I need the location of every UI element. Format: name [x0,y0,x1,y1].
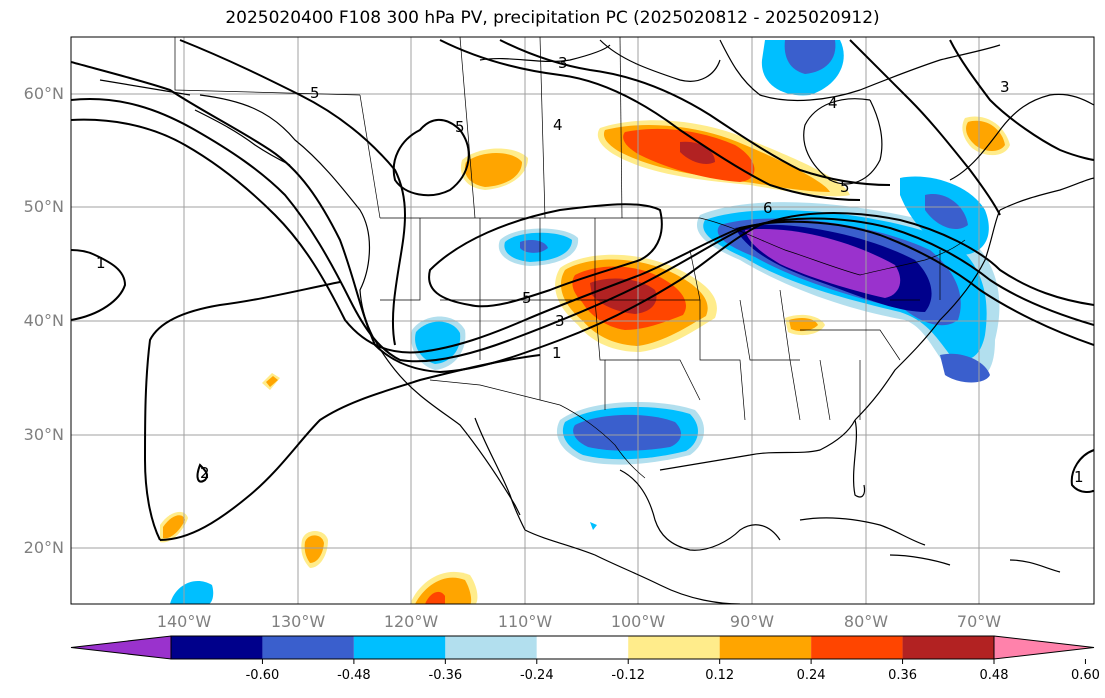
lat-label-40: 40°N [24,311,64,330]
colorbar-bin [628,636,720,659]
pv-label: 6 [763,199,773,217]
colorbar-tick-label: 0.60 [1071,668,1100,683]
pv-label: 3 [555,312,565,330]
pv-label: 5 [455,118,465,136]
colorbar-bin [353,636,446,659]
lon-label-70: 70°W [957,612,1001,631]
colorbar-bin [719,636,812,659]
pv-label: 5 [522,289,532,307]
colorbar-extend-max [993,635,1095,660]
lat-label-60: 60°N [24,84,64,103]
pv-label: 1 [1074,468,1084,486]
pv-label: 3 [1000,78,1010,96]
pv-contour-labels: 5 3 4 1 5 3 1 4 5 2 1 6 5 3 [96,54,1084,486]
lon-label-120: 120°W [384,612,439,631]
pv-label: 3 [558,54,568,72]
lon-label-140: 140°W [157,612,212,631]
colorbar-tick-label: -0.24 [520,668,554,683]
lat-label-20: 20°N [24,538,64,557]
colorbar-bin [902,636,994,659]
longitude-labels: 140°W 130°W 120°W 110°W 100°W 90°W 80°W … [157,612,1001,631]
pv-label: 4 [553,116,563,134]
pv-label: 2 [200,464,210,482]
colorbar-bin [811,636,903,659]
colorbar-tick-label: -0.60 [246,668,280,683]
lon-label-130: 130°W [271,612,326,631]
colorbar-tick-label: 0.24 [797,668,826,683]
map-gridlines [71,37,1094,604]
colorbar-bin [445,636,537,659]
colorbar-bin [262,636,354,659]
colorbar-tick-label: -0.12 [611,668,645,683]
lon-label-110: 110°W [498,612,553,631]
colorbar: -0.60 -0.48 -0.36 -0.24 -0.12 0.12 0.24 0.36 0.4… [70,635,1100,683]
colorbar-tick-label: -0.48 [337,668,371,683]
colorbar-bin [536,636,629,659]
colorbar-tick-label: 0.36 [888,668,917,683]
coastlines [99,39,1094,604]
map-frame [70,36,1095,605]
pv-label: 5 [840,178,850,196]
negative-band-peak [745,229,901,298]
negative-pacific [170,581,214,604]
pv-label: 1 [552,344,562,362]
colorbar-tick-label: -0.36 [429,668,463,683]
colorbar-border [170,635,995,660]
lon-label-90: 90°W [730,612,774,631]
pv-label: 4 [828,94,838,112]
colorbar-tick-label: 0.12 [705,668,734,683]
lon-label-80: 80°W [844,612,888,631]
pv-label: 5 [310,84,320,102]
colorbar-bin [171,636,263,659]
lat-label-30: 30°N [24,425,64,444]
pv-label: 1 [96,254,106,272]
colorbar-extend-min [70,635,172,660]
pv-contours [71,39,1094,541]
latitude-labels: 60°N 50°N 40°N 30°N 20°N [24,84,64,557]
map-title: 2025020400 F108 300 hPa PV, precipitatio… [225,8,880,28]
colorbar-tick-label: 0.48 [980,668,1009,683]
lat-label-50: 50°N [24,197,64,216]
lon-label-100: 100°W [611,612,666,631]
